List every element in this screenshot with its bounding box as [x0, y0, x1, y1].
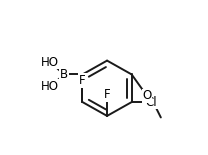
Text: HO: HO: [41, 80, 59, 93]
Text: F: F: [104, 88, 110, 101]
Text: O: O: [142, 89, 152, 102]
Text: F: F: [79, 74, 86, 87]
Text: Cl: Cl: [146, 96, 157, 109]
Text: B: B: [60, 68, 68, 81]
Text: HO: HO: [41, 56, 59, 69]
